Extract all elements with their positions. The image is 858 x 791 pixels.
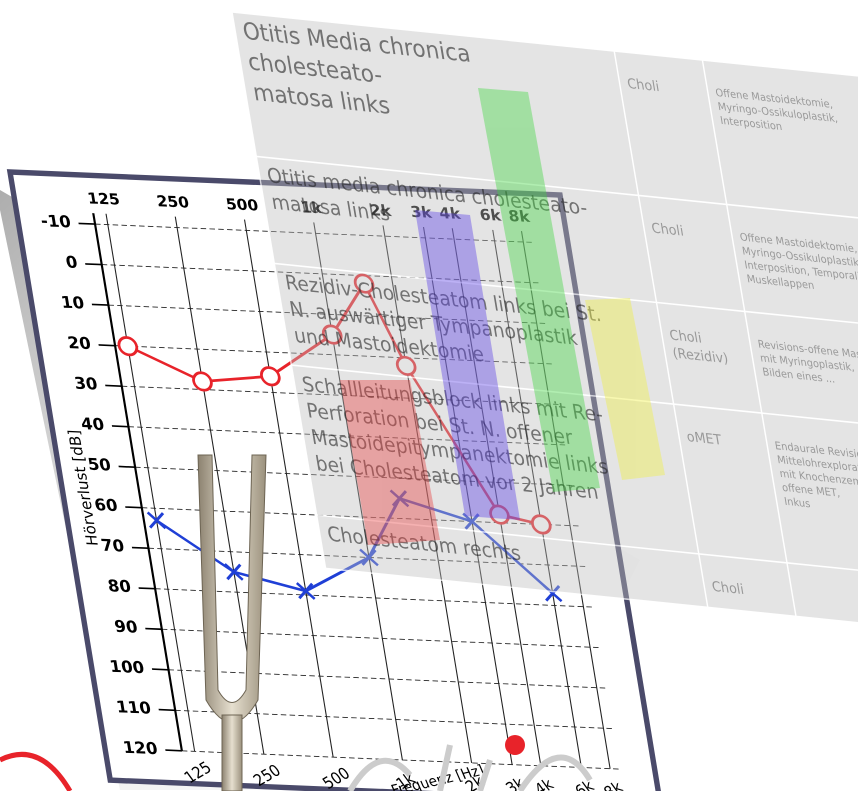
y-tick-label: 60 <box>93 495 119 515</box>
top-x-tick-label: 500 <box>225 195 260 214</box>
tick <box>105 384 122 387</box>
y-tick-label: 50 <box>86 455 112 475</box>
y-tick-label: -10 <box>39 211 72 231</box>
table-cell: Choli <box>711 579 746 599</box>
point <box>359 548 379 567</box>
logo <box>0 735 593 791</box>
y-tick-label: 100 <box>108 657 146 677</box>
y-tick-label: 30 <box>73 374 99 394</box>
y-tick-label: 110 <box>115 697 153 717</box>
y-tick-label: 80 <box>106 576 132 596</box>
grid-line <box>243 219 334 758</box>
y-tick-label: 70 <box>100 536 126 556</box>
point <box>542 584 563 603</box>
top-x-tick-label: 6k <box>478 206 503 225</box>
tick <box>118 465 136 469</box>
green-band <box>478 88 600 492</box>
top-x-tick-label: 250 <box>155 192 190 211</box>
highlights <box>340 88 665 545</box>
audiogram: -10 0 10 20 30 40 50 60 70 80 90 100 110 120 125 250 500… <box>6 169 664 791</box>
tick <box>158 708 176 712</box>
tick <box>111 425 129 428</box>
y-tick-label: 90 <box>113 617 139 637</box>
point <box>395 355 417 376</box>
tuning-fork <box>197 454 267 791</box>
tick <box>151 668 169 671</box>
tick <box>138 587 156 590</box>
tick <box>165 749 183 752</box>
col-line <box>231 11 327 569</box>
tick <box>98 344 116 347</box>
point <box>353 273 375 294</box>
row-line <box>231 11 858 77</box>
top-x-tick-label: 3k <box>409 203 434 222</box>
point <box>224 563 244 581</box>
grid-line <box>382 225 473 763</box>
row-line <box>256 155 858 222</box>
table-cell: Choli <box>668 327 703 347</box>
table: Otitis Media chronicacholesteato-matosa … <box>231 11 858 634</box>
point <box>117 336 139 357</box>
tick <box>78 222 96 225</box>
yellow-band <box>585 298 665 480</box>
tick <box>85 263 102 266</box>
axis <box>92 213 183 751</box>
top-x-tick-label: 1k <box>299 199 324 218</box>
top-x-tick-label: 8k <box>507 207 532 226</box>
point <box>530 514 552 535</box>
point <box>489 504 510 525</box>
y-tick-label: 0 <box>64 253 79 272</box>
y-tick-label: 120 <box>122 738 160 758</box>
series-line <box>127 280 542 526</box>
grid-line <box>451 228 542 766</box>
row-line <box>274 262 858 329</box>
table-cell: (Rezidiv) <box>671 345 729 367</box>
row-line <box>291 364 858 430</box>
top-x-tick-label: 4k <box>438 204 463 223</box>
tick <box>145 627 162 631</box>
table-cell: Choli <box>650 220 685 240</box>
grid-line <box>313 222 403 761</box>
table-cell: oMET <box>685 429 723 449</box>
grid-line <box>422 227 513 765</box>
point <box>295 582 316 600</box>
tick <box>125 506 142 509</box>
point <box>192 371 213 392</box>
y-tick-label: 40 <box>80 414 106 434</box>
tick <box>91 303 109 306</box>
grid-line <box>105 213 196 752</box>
table-cell: Inkus <box>783 495 811 510</box>
row-line <box>325 567 858 634</box>
top-x-tick-label: 2k <box>369 201 394 220</box>
point <box>260 366 281 387</box>
table-cell: Choli <box>626 76 661 96</box>
grid-line <box>492 229 582 768</box>
tick <box>131 546 149 550</box>
grid-line <box>520 231 611 769</box>
y-tick-label: 20 <box>66 333 92 353</box>
red-band <box>340 380 440 545</box>
point <box>146 511 167 530</box>
col-line <box>613 50 709 608</box>
audiogram-frame <box>6 169 664 791</box>
point <box>462 512 482 531</box>
point <box>389 489 410 508</box>
y-tick-label: 10 <box>60 293 86 313</box>
top-x-tick-label: 125 <box>86 190 121 209</box>
col-line <box>701 59 797 617</box>
row-line <box>316 514 858 580</box>
point <box>321 324 343 345</box>
purple-band <box>415 210 520 520</box>
